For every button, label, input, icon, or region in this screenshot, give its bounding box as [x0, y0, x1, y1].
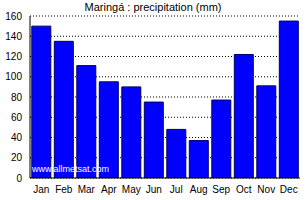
- svg-text:100: 100: [8, 71, 22, 82]
- svg-text:Feb: Feb: [55, 184, 73, 195]
- svg-text:60: 60: [11, 112, 23, 123]
- svg-text:20: 20: [11, 152, 23, 163]
- svg-text:Oct: Oct: [236, 184, 252, 195]
- svg-text:Jun: Jun: [146, 184, 162, 195]
- html-text:Maringá : precipitation (mm): Maringá : precipitation (mm): [84, 1, 222, 13]
- svg-text:Sep: Sep: [212, 184, 230, 195]
- svg-text:0: 0: [16, 173, 22, 184]
- svg-text:Jul: Jul: [170, 184, 183, 195]
- html-text:www.allmetsat.com: www.allmetsat.com: [32, 164, 109, 174]
- svg-text:120: 120: [8, 51, 22, 62]
- svg-text:Dec: Dec: [280, 184, 298, 195]
- svg-text:Apr: Apr: [101, 184, 117, 195]
- svg-text:140: 140: [8, 31, 22, 42]
- svg-text:40: 40: [11, 132, 23, 143]
- svg-text:Mar: Mar: [78, 184, 96, 195]
- svg-text:Jan: Jan: [33, 184, 49, 195]
- svg-text:Nov: Nov: [257, 184, 275, 195]
- svg-text:May: May: [122, 184, 141, 195]
- svg-text:160: 160: [8, 11, 22, 22]
- svg-text:80: 80: [11, 92, 23, 103]
- svg-text:Aug: Aug: [190, 184, 208, 195]
